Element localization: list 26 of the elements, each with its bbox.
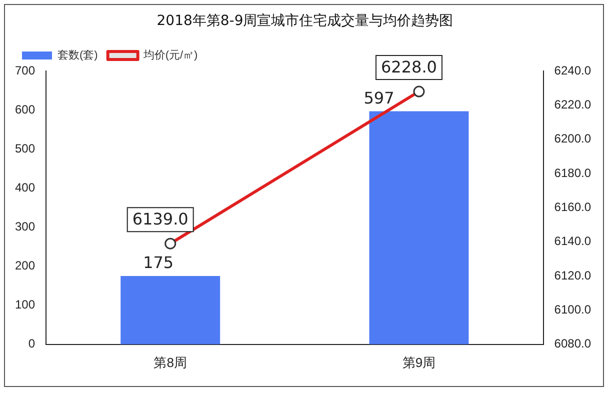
x-tick-label: 第8周 xyxy=(154,354,187,370)
legend-label: 均价(元/㎡) xyxy=(142,50,198,62)
y2-tick-label: 6160.0 xyxy=(554,200,592,214)
data-label: 175 xyxy=(143,253,174,272)
data-label: 597 xyxy=(364,88,394,108)
y2-tick-label: 6100.0 xyxy=(554,302,592,317)
y-tick-label: 600 xyxy=(14,102,36,116)
data-label: 6228.0 xyxy=(380,58,437,77)
y2-tick-label: 6220.0 xyxy=(554,97,592,112)
data-label: 6139.0 xyxy=(132,210,188,229)
y2-tick-label: 6080.0 xyxy=(554,336,592,351)
y-tick-label: 100 xyxy=(14,298,36,312)
y2-tick-label: 6120.0 xyxy=(554,268,592,282)
y-tick-label: 500 xyxy=(14,141,36,156)
y2-tick-label: 6240.0 xyxy=(554,63,592,78)
y2-tick-label: 6180.0 xyxy=(554,166,592,180)
x-tick-label: 第9周 xyxy=(402,354,436,370)
y-tick-label: 0 xyxy=(28,336,36,351)
y-tick-label: 700 xyxy=(14,63,36,78)
y2-tick-label: 6140.0 xyxy=(554,234,592,248)
chart-title: 2018年第8-9周宣城市住宅成交量与均价趋势图 xyxy=(156,12,454,30)
y-tick-label: 400 xyxy=(14,180,36,194)
y2-tick-label: 6200.0 xyxy=(554,132,592,146)
y-tick-label: 300 xyxy=(14,220,36,234)
legend-label: 套数(套) xyxy=(58,50,98,62)
y-tick-label: 200 xyxy=(14,258,36,273)
